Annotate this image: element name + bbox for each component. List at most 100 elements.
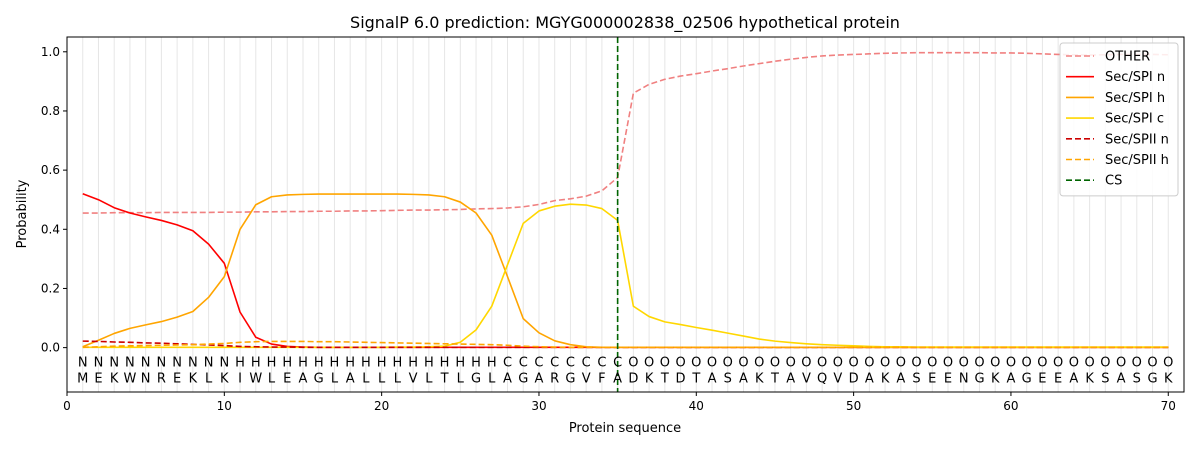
region-label: C bbox=[503, 356, 512, 371]
region-label: O bbox=[1163, 356, 1173, 371]
x-tick-label: 10 bbox=[217, 399, 232, 413]
residue-label: K bbox=[110, 372, 119, 387]
residue-label: A bbox=[613, 372, 622, 387]
region-label: O bbox=[1022, 356, 1032, 371]
region-label: O bbox=[707, 356, 717, 371]
residue-label: W bbox=[249, 372, 262, 387]
region-label: H bbox=[235, 356, 245, 371]
legend-label: OTHER bbox=[1105, 50, 1150, 65]
legend-label: Sec/SPII h bbox=[1105, 153, 1169, 168]
region-label: N bbox=[157, 356, 167, 371]
residue-label: E bbox=[928, 372, 936, 387]
region-label: H bbox=[487, 356, 497, 371]
region-label: O bbox=[1100, 356, 1110, 371]
residue-label: D bbox=[676, 372, 686, 387]
residue-label: A bbox=[299, 372, 308, 387]
residue-label: A bbox=[708, 372, 717, 387]
region-label: N bbox=[219, 356, 229, 371]
residue-label: E bbox=[944, 372, 952, 387]
residue-label: V bbox=[802, 372, 811, 387]
residue-label: E bbox=[1038, 372, 1046, 387]
region-label: O bbox=[817, 356, 827, 371]
region-label: O bbox=[675, 356, 685, 371]
region-label: H bbox=[361, 356, 371, 371]
residue-label: L bbox=[205, 372, 213, 387]
region-label: H bbox=[424, 356, 434, 371]
residue-label: A bbox=[865, 372, 874, 387]
region-label: O bbox=[754, 356, 764, 371]
residue-label: L bbox=[425, 372, 433, 387]
residue-label: A bbox=[1117, 372, 1126, 387]
x-tick-label: 50 bbox=[846, 399, 861, 413]
grid-layer bbox=[82, 37, 1169, 392]
x-tick-label: 60 bbox=[1003, 399, 1018, 413]
residue-label: L bbox=[362, 372, 370, 387]
region-label: O bbox=[628, 356, 638, 371]
x-tick-label: 40 bbox=[689, 399, 704, 413]
residue-label: I bbox=[238, 372, 242, 387]
region-label: H bbox=[392, 356, 402, 371]
residue-label: V bbox=[409, 372, 418, 387]
y-tick-label: 0.2 bbox=[41, 281, 60, 295]
x-tick-label: 0 bbox=[63, 399, 71, 413]
region-label: O bbox=[927, 356, 937, 371]
region-label: H bbox=[267, 356, 277, 371]
residue-label: A bbox=[503, 372, 512, 387]
region-label: O bbox=[864, 356, 874, 371]
residue-label: R bbox=[550, 372, 559, 387]
legend-label: Sec/SPII n bbox=[1105, 132, 1169, 147]
region-label: O bbox=[1069, 356, 1079, 371]
region-label: H bbox=[408, 356, 418, 371]
residue-label: T bbox=[691, 372, 700, 387]
region-label: C bbox=[597, 356, 606, 371]
region-label: C bbox=[613, 356, 622, 371]
y-tick-label: 0.6 bbox=[41, 163, 60, 177]
region-label: H bbox=[330, 356, 340, 371]
region-label: O bbox=[1084, 356, 1094, 371]
residue-label: K bbox=[1085, 372, 1094, 387]
residue-label: M bbox=[77, 372, 88, 387]
region-label: O bbox=[770, 356, 780, 371]
residue-label: G bbox=[1147, 372, 1157, 387]
residue-label: A bbox=[1006, 372, 1015, 387]
region-label: O bbox=[833, 356, 843, 371]
region-label: O bbox=[943, 356, 953, 371]
legend-box bbox=[1059, 42, 1179, 197]
legend: OTHER Sec/SPI n Sec/SPI h Sec/SPI c Sec/SPII… bbox=[1059, 42, 1179, 197]
y-tick-label: 0.4 bbox=[41, 222, 60, 236]
region-label: H bbox=[377, 356, 387, 371]
region-label: N bbox=[204, 356, 214, 371]
region-label: H bbox=[455, 356, 465, 371]
residue-label: A bbox=[896, 372, 905, 387]
residue-label: A bbox=[535, 372, 544, 387]
residue-label: K bbox=[189, 372, 198, 387]
region-label: O bbox=[1147, 356, 1157, 371]
residue-label: L bbox=[268, 372, 276, 387]
region-label: O bbox=[1053, 356, 1063, 371]
region-label: H bbox=[471, 356, 481, 371]
residue-label: K bbox=[645, 372, 654, 387]
residue-label: L bbox=[378, 372, 386, 387]
residue-label: G bbox=[1022, 372, 1032, 387]
residue-label: K bbox=[220, 372, 229, 387]
residue-label: E bbox=[173, 372, 181, 387]
residue-label: A bbox=[1069, 372, 1078, 387]
region-label: N bbox=[78, 356, 88, 371]
region-label: H bbox=[251, 356, 261, 371]
chart-title: SignalP 6.0 prediction: MGYG000002838_02… bbox=[350, 13, 900, 33]
region-label: O bbox=[660, 356, 670, 371]
region-label: O bbox=[880, 356, 890, 371]
region-label: O bbox=[849, 356, 859, 371]
region-label: N bbox=[188, 356, 198, 371]
y-tick-label: 1.0 bbox=[41, 45, 60, 59]
region-label: H bbox=[345, 356, 355, 371]
ticks-layer: 0 10 20 30 40 50 60 70 0.0 0.2 0.4 0.6 0.8 1.0 bbox=[41, 45, 1176, 413]
series-line-sec-spii-h bbox=[82, 340, 1169, 349]
region-label: O bbox=[723, 356, 733, 371]
region-label: N bbox=[125, 356, 135, 371]
residue-label: T bbox=[660, 372, 669, 387]
residue-label: S bbox=[1133, 372, 1141, 387]
